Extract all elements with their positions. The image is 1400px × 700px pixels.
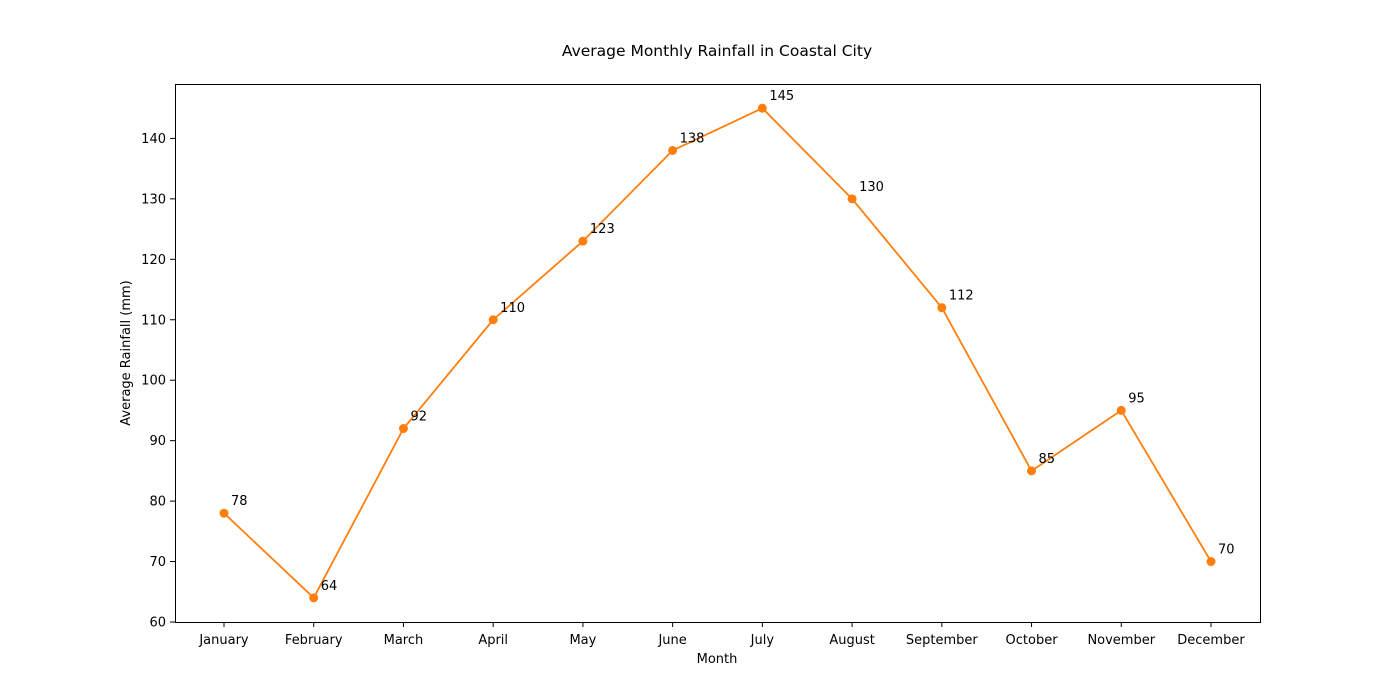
y-axis-label: Average Rainfall (mm) xyxy=(119,280,134,425)
x-tick-label: November xyxy=(1087,633,1155,648)
data-point xyxy=(757,103,767,113)
x-tick-label: February xyxy=(285,633,343,648)
data-point xyxy=(219,508,229,518)
y-tick-label: 100 xyxy=(141,374,166,389)
data-point xyxy=(937,303,947,313)
series-layer xyxy=(219,103,1216,603)
x-tick-label: September xyxy=(906,633,979,648)
x-tick-label: October xyxy=(1006,633,1059,648)
data-label: 130 xyxy=(859,180,884,195)
x-tick-label: June xyxy=(657,633,686,648)
x-tick-label: January xyxy=(198,633,249,648)
x-tick-label: December xyxy=(1177,633,1245,648)
data-labels: 78 64 92 110 123 138 145 130 112 85 95 70 xyxy=(231,89,1235,594)
axis-ticks: 60 70 80 90 100 110 120 130 140 January February Ma… xyxy=(141,132,1245,648)
x-tick-label: July xyxy=(750,633,775,648)
data-label: 64 xyxy=(321,579,338,594)
y-tick-label: 130 xyxy=(141,192,166,207)
data-label: 112 xyxy=(949,289,974,304)
x-axis-label: Month xyxy=(697,652,738,667)
x-tick-label: May xyxy=(569,633,596,648)
data-point xyxy=(1027,466,1037,476)
series-line xyxy=(223,107,1212,599)
y-tick-label: 80 xyxy=(149,495,166,510)
y-tick-label: 140 xyxy=(141,132,166,147)
x-tick-label: August xyxy=(829,633,875,648)
chart-title: Average Monthly Rainfall in Coastal City xyxy=(562,42,872,60)
data-label: 70 xyxy=(1218,543,1235,558)
y-tick-label: 60 xyxy=(149,616,166,631)
data-label: 92 xyxy=(410,410,427,425)
x-tick-label: April xyxy=(478,633,508,648)
data-point xyxy=(578,236,588,246)
data-label: 95 xyxy=(1128,391,1145,406)
data-point xyxy=(847,194,857,204)
data-point xyxy=(1206,557,1216,567)
data-label: 145 xyxy=(769,89,794,104)
data-label: 78 xyxy=(231,494,248,509)
data-point xyxy=(398,424,408,434)
y-tick-label: 70 xyxy=(149,555,166,570)
y-tick-label: 90 xyxy=(149,434,166,449)
data-point xyxy=(668,145,678,155)
data-label: 85 xyxy=(1039,452,1056,467)
data-label: 123 xyxy=(590,222,615,237)
y-tick-label: 120 xyxy=(141,253,166,268)
data-point xyxy=(1116,405,1126,415)
x-tick-label: March xyxy=(384,633,424,648)
data-label: 138 xyxy=(680,131,705,146)
data-point xyxy=(488,315,498,325)
plot-frame xyxy=(175,84,1261,623)
y-tick-label: 110 xyxy=(141,313,166,328)
data-label: 110 xyxy=(500,301,525,316)
data-point xyxy=(309,593,319,603)
